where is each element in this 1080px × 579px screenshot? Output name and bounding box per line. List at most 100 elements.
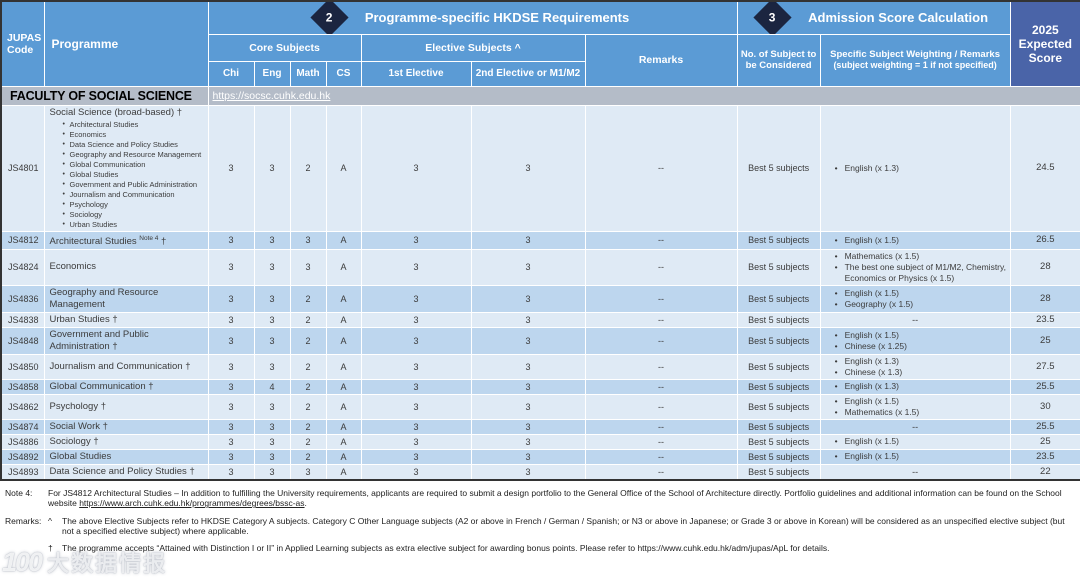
cell-2nd-elective: 3 — [470, 248, 586, 286]
cell-jupas-code: JS4893 — [0, 463, 45, 481]
cell-jupas-code: JS4824 — [0, 248, 45, 286]
weighting-list: English (x 1.5) — [835, 451, 1008, 462]
weighting-list: Mathematics (x 1.5)The best one subject … — [835, 251, 1008, 284]
cell-remarks: -- — [584, 463, 738, 481]
architecture-portfolio-link[interactable]: https://www.arch.cuhk.edu.hk/programmes/… — [79, 498, 305, 509]
cell-1st-elective: 3 — [360, 378, 472, 395]
cell-chi: 3 — [207, 378, 255, 395]
remark-caret-text: The above Elective Subjects refer to HKD… — [62, 515, 1065, 537]
header-elective-subjects: Elective Subjects ^ — [360, 33, 586, 62]
cell-weighting: Mathematics (x 1.5)The best one subject … — [819, 248, 1011, 286]
faculty-url-cell: https://socsc.cuhk.edu.hk — [207, 85, 1080, 106]
cell-eng: 3 — [253, 393, 291, 420]
weighting-list: English (x 1.3) — [835, 163, 1008, 174]
weighting-list: English (x 1.3)Chinese (x 1.3) — [835, 356, 1008, 378]
programme-name: Urban Studies † — [49, 313, 118, 325]
cell-1st-elective: 3 — [360, 433, 472, 450]
remarks-label: Remarks: — [5, 515, 42, 526]
programme-name: Geography and Resource Management — [49, 286, 159, 310]
cell-jupas-code: JS4848 — [0, 326, 45, 355]
cell-2nd-elective: 3 — [470, 284, 586, 313]
cell-math: 2 — [289, 326, 327, 355]
cell-weighting: English (x 1.5)Mathematics (x 1.5) — [819, 393, 1011, 420]
cell-jupas-code: JS4838 — [0, 311, 45, 328]
cell-remarks: -- — [584, 433, 738, 450]
dagger-symbol: † — [48, 542, 53, 553]
cell-chi: 3 — [207, 284, 255, 313]
cell-jupas-code: JS4874 — [0, 418, 45, 435]
cell-programme: Global Communication † — [43, 378, 209, 395]
cell-weighting: English (x 1.5) — [819, 433, 1011, 450]
cell-weighting: English (x 1.5)Chinese (x 1.25) — [819, 326, 1011, 355]
cell-cs: A — [325, 284, 362, 313]
sub-programme-item: Sociology — [63, 210, 206, 220]
cell-programme: Social Work † — [43, 418, 209, 435]
weighting-item: English (x 1.3) — [835, 163, 1008, 174]
table-row: JS4836 Geography and Resource Management 3… — [0, 284, 1080, 313]
cell-weighting: English (x 1.3) — [819, 378, 1011, 395]
cell-expected-score: 25 — [1009, 433, 1080, 450]
faculty-website-link[interactable]: https://socsc.cuhk.edu.hk — [212, 89, 331, 102]
weighting-item: English (x 1.5) — [835, 451, 1008, 462]
cell-2nd-elective: 3 — [470, 448, 586, 465]
header-2nd-elective: 2nd Elective or M1/M2 — [470, 60, 586, 87]
cell-cs: A — [325, 326, 362, 355]
cell-eng: 3 — [253, 284, 291, 313]
programme-name: Psychology † — [49, 400, 107, 412]
header-core-subjects: Core Subjects — [207, 33, 362, 62]
header-cs: CS — [325, 60, 362, 87]
cell-remarks: -- — [584, 248, 738, 286]
cell-no-of-subjects: Best 5 subjects — [736, 433, 821, 450]
cell-programme: Psychology † — [43, 393, 209, 420]
cell-math: 2 — [289, 393, 327, 420]
cell-no-of-subjects: Best 5 subjects — [736, 104, 821, 232]
faculty-name: FACULTY OF SOCIAL SCIENCE — [0, 85, 209, 106]
cell-jupas-code: JS4801 — [0, 104, 45, 232]
cell-math: 2 — [289, 311, 327, 328]
cell-expected-score: 23.5 — [1009, 311, 1080, 328]
cell-cs: A — [325, 463, 362, 481]
cell-2nd-elective: 3 — [470, 433, 586, 450]
cell-expected-score: 28 — [1009, 284, 1080, 313]
remark-caret: ^ The above Elective Subjects refer to H… — [48, 516, 1074, 537]
sub-programme-item: Global Studies — [63, 170, 206, 180]
cell-no-of-subjects: Best 5 subjects — [736, 284, 821, 313]
cell-no-of-subjects: Best 5 subjects — [736, 418, 821, 435]
cell-chi: 3 — [207, 311, 255, 328]
weighting-item: Geography (x 1.5) — [835, 299, 1008, 310]
weighting-item: Chinese (x 1.3) — [835, 367, 1008, 378]
cell-jupas-code: JS4886 — [0, 433, 45, 450]
cell-cs: A — [325, 353, 362, 380]
header-section-hkdse: 2 Programme-specific HKDSE Requirements — [207, 0, 738, 35]
cell-1st-elective: 3 — [360, 311, 472, 328]
table-row: JS4874 Social Work † 3 3 2 A 3 3 -- Best 5 subjec… — [0, 418, 1080, 435]
weighting-list: English (x 1.5) — [835, 235, 1008, 246]
cell-chi: 3 — [207, 433, 255, 450]
note-4: Note 4: For JS4812 Architectural Studies… — [5, 488, 1074, 509]
cell-eng: 3 — [253, 463, 291, 481]
cell-expected-score: 30 — [1009, 393, 1080, 420]
remark-dagger-text: The programme accepts “Attained with Dis… — [62, 542, 830, 553]
weighting-item: Chinese (x 1.25) — [835, 341, 1008, 352]
programme-name: Social Work † — [49, 420, 108, 432]
cell-chi: 3 — [207, 418, 255, 435]
cell-2nd-elective: 3 — [470, 230, 586, 250]
table-row: JS4812 Architectural Studies Note 4 † 3 3 3 A… — [0, 230, 1080, 250]
cell-expected-score: 25.5 — [1009, 378, 1080, 395]
cell-eng: 3 — [253, 326, 291, 355]
cell-no-of-subjects: Best 5 subjects — [736, 393, 821, 420]
cell-remarks: -- — [584, 284, 738, 313]
cell-weighting: -- — [819, 418, 1011, 435]
cell-programme: Government and Public Administration † — [43, 326, 209, 355]
cell-programme: Economics — [43, 248, 209, 286]
cell-math: 2 — [289, 418, 327, 435]
cell-no-of-subjects: Best 5 subjects — [736, 448, 821, 465]
cell-eng: 3 — [253, 433, 291, 450]
cell-1st-elective: 3 — [360, 230, 472, 250]
cell-expected-score: 25 — [1009, 326, 1080, 355]
header-jupas-code: JUPAS Code — [0, 0, 45, 87]
sub-programme-list: Architectural StudiesEconomicsData Scien… — [50, 120, 206, 230]
sub-programme-item: Economics — [63, 130, 206, 140]
cell-jupas-code: JS4850 — [0, 353, 45, 380]
